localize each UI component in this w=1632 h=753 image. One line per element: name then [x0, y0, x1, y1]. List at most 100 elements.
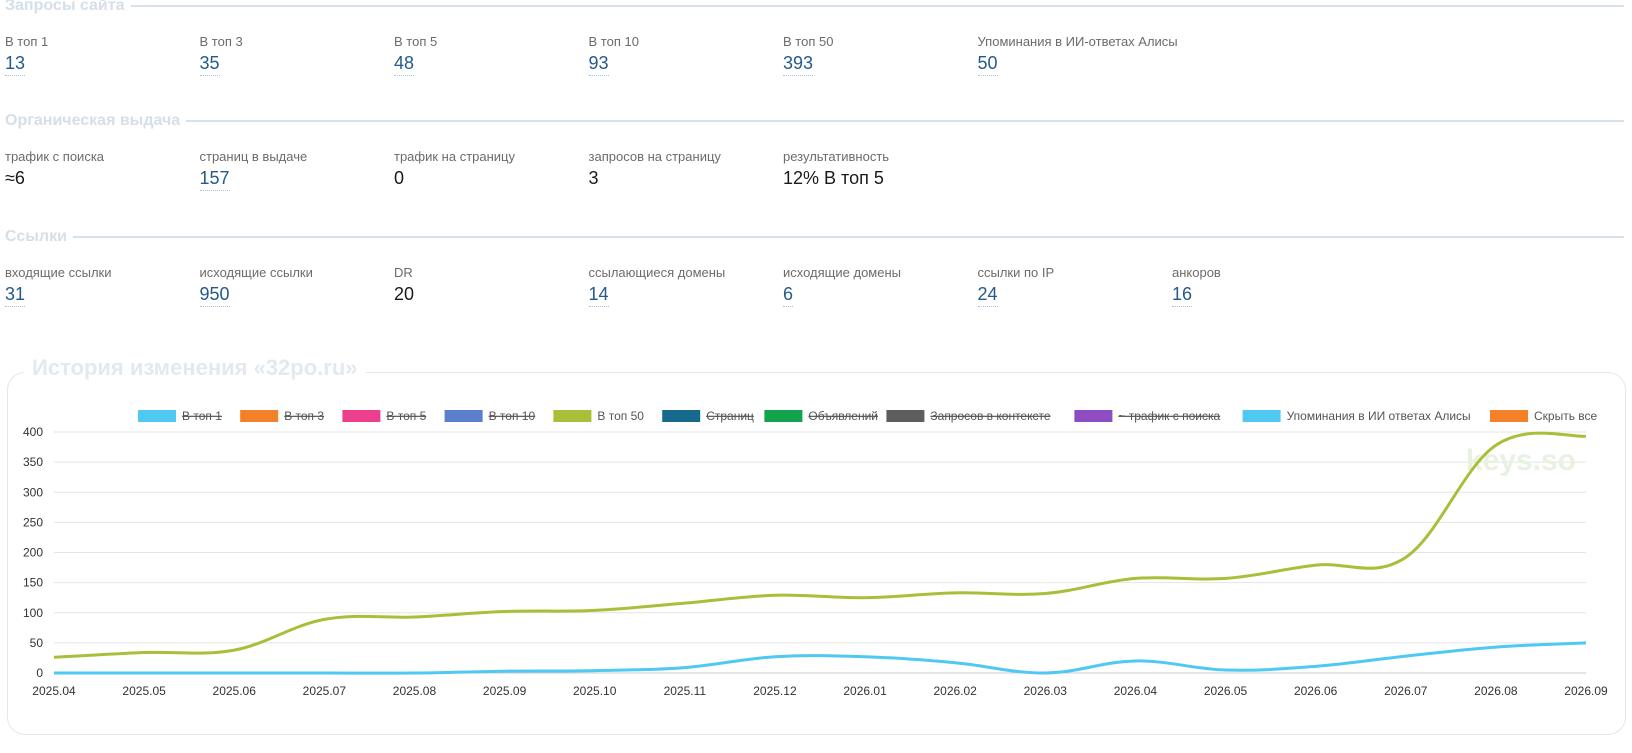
metric-value-link[interactable]: 48 — [394, 53, 415, 76]
section-title-organic: Органическая выдача — [5, 112, 181, 129]
history-chart-panel — [7, 372, 1626, 735]
metric-label: исходящие ссылки — [199, 265, 313, 280]
legend-item-5[interactable]: Страниц — [662, 409, 754, 423]
metric-value-link[interactable]: 6 — [783, 284, 794, 307]
metric-links-4: исходящие домены 6 — [783, 265, 973, 307]
legend-swatch — [1074, 410, 1113, 422]
legend-label: В топ 1 — [182, 409, 222, 423]
legend-swatch — [886, 410, 925, 422]
metric-queries-5: Упоминания в ИИ-ответах Алисы 50 — [977, 34, 1178, 76]
metric-value: 12% В топ 5 — [783, 168, 884, 188]
section-title-links: Ссылки — [5, 228, 67, 245]
metric-value-link[interactable]: 24 — [977, 284, 998, 307]
metric-value-link[interactable]: 50 — [977, 53, 998, 76]
legend-label: Страниц — [706, 409, 754, 423]
legend-item-1[interactable]: В топ 3 — [240, 409, 324, 423]
metric-organic-3: запросов на страницу 3 — [589, 149, 779, 189]
metric-value-link[interactable]: 93 — [588, 53, 609, 76]
legend-label: В топ 10 — [489, 409, 536, 423]
legend-label: В топ 50 — [597, 409, 644, 423]
metric-organic-0: трафик с поиска ≈6 — [5, 149, 195, 189]
metric-label: В топ 1 — [5, 34, 49, 49]
metric-links-6: анкоров 16 — [1172, 265, 1362, 307]
legend-item-2[interactable]: В топ 5 — [342, 409, 427, 423]
section-header-organic: Органическая выдача — [5, 111, 1624, 131]
x-tick-label: 2026.06 — [1294, 684, 1338, 698]
legend-item-10[interactable]: Скрыть все — [1490, 409, 1598, 423]
x-tick-label: 2026.08 — [1474, 684, 1518, 698]
metric-label: ссылки по IP — [977, 265, 1055, 280]
metric-value-link[interactable]: 14 — [588, 284, 609, 307]
legend-item-9[interactable]: Упоминания в ИИ ответах Алисы — [1242, 409, 1471, 423]
y-tick-label: 400 — [23, 425, 43, 439]
y-tick-label: 250 — [23, 515, 43, 529]
x-tick-label: 2025.07 — [303, 684, 347, 698]
history-chart-title: История изменения «32po.ru» — [24, 355, 366, 381]
legend-swatch — [342, 410, 381, 422]
metric-value-link[interactable]: 950 — [199, 284, 230, 307]
x-tick-label: 2026.01 — [843, 684, 887, 698]
metric-queries-3: В топ 10 93 — [588, 34, 779, 76]
x-tick-label: 2025.05 — [122, 684, 166, 698]
metric-label: В топ 10 — [588, 34, 639, 49]
metric-label: В топ 50 — [783, 34, 834, 49]
legend-item-3[interactable]: В топ 10 — [444, 409, 536, 423]
legend-item-0[interactable]: В топ 1 — [138, 409, 222, 423]
legend-swatch — [662, 410, 701, 422]
series-line-0 — [53, 431, 1587, 659]
metric-links-3: ссылающиеся домены 14 — [588, 265, 779, 307]
y-tick-label: 50 — [30, 636, 44, 650]
x-tick-label: 2025.06 — [213, 684, 257, 698]
legend-label: Объявлений — [808, 409, 878, 423]
legend-item-4[interactable]: В топ 50 — [553, 409, 644, 423]
metric-links-0: входящие ссылки 31 — [5, 265, 195, 307]
legend-item-7[interactable]: Запросов в контексте — [886, 409, 1051, 423]
metric-label: анкоров — [1172, 265, 1221, 280]
legend-label: Запросов в контексте — [930, 409, 1050, 423]
y-tick-label: 200 — [23, 546, 43, 560]
section-header-links: Ссылки — [5, 227, 1624, 247]
metric-value-link[interactable]: 157 — [199, 168, 230, 191]
y-tick-label: 300 — [23, 485, 43, 499]
legend-label: В топ 5 — [386, 409, 426, 423]
metric-queries-2: В топ 5 48 — [394, 34, 584, 76]
metric-label: В топ 3 — [199, 34, 243, 49]
legend-item-6[interactable]: Объявлений — [764, 409, 878, 423]
legend-swatch — [764, 410, 803, 422]
metric-value-link[interactable]: 13 — [5, 53, 26, 76]
x-tick-label: 2025.08 — [393, 684, 437, 698]
legend-swatch — [240, 410, 279, 422]
metric-links-2: DR 20 — [394, 265, 584, 305]
x-tick-label: 2026.04 — [1114, 684, 1158, 698]
x-tick-label: 2026.05 — [1204, 684, 1248, 698]
metric-value-link[interactable]: 31 — [5, 284, 26, 307]
metric-label: исходящие домены — [783, 265, 901, 280]
section-divider — [186, 120, 1624, 122]
metric-label: трафик на страницу — [394, 149, 515, 164]
legend-swatch — [444, 410, 483, 422]
metric-value: 0 — [394, 168, 405, 188]
legend-swatch — [138, 410, 176, 422]
metric-value-link[interactable]: 393 — [783, 53, 814, 76]
metric-label: запросов на страницу — [588, 149, 721, 164]
metric-organic-4: результативность 12% В топ 5 — [783, 149, 973, 189]
metric-queries-1: В топ 3 35 — [199, 34, 390, 76]
metric-organic-1: страниц в выдаче 157 — [199, 149, 390, 191]
x-tick-label: 2025.11 — [664, 684, 707, 698]
x-tick-label: 2026.03 — [1024, 684, 1068, 698]
legend-item-8[interactable]: ~ трафик с поиска — [1074, 409, 1220, 423]
metric-value-link[interactable]: 35 — [199, 53, 220, 76]
section-header-queries: Запросы сайта — [5, 0, 1624, 16]
metric-label: Упоминания в ИИ-ответах Алисы — [977, 34, 1178, 49]
section-divider — [72, 236, 1624, 238]
metric-links-5: ссылки по IP 24 — [977, 265, 1168, 307]
watermark-logo: keys.so — [1466, 444, 1576, 477]
metric-organic-2: трафик на страницу 0 — [394, 149, 584, 189]
legend-label: Скрыть все — [1534, 409, 1598, 423]
metric-value-link[interactable]: 16 — [1172, 284, 1193, 307]
section-divider — [130, 5, 1624, 7]
y-tick-label: 0 — [36, 666, 43, 680]
metric-label: результативность — [783, 149, 890, 164]
metric-links-1: исходящие ссылки 950 — [199, 265, 390, 307]
